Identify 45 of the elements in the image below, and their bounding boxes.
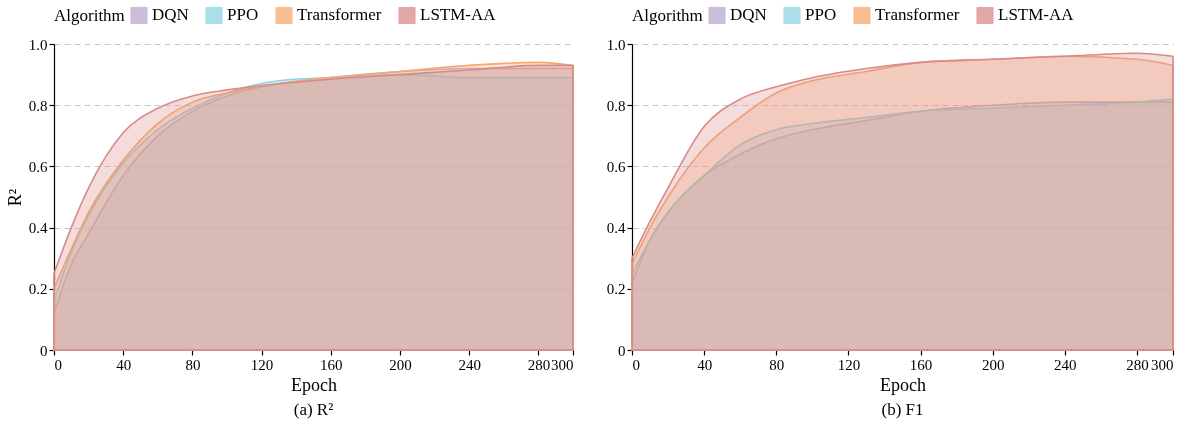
- x-tick-label: 160: [320, 356, 343, 373]
- y-tick-label: 0.8: [606, 97, 626, 114]
- x-tick-label: 0: [54, 356, 62, 373]
- y-tick-label: 0.2: [28, 281, 48, 298]
- y-tick-label: 0.2: [606, 281, 626, 298]
- legend-label: Transformer: [297, 5, 382, 25]
- y-tick-label: 0.4: [606, 220, 626, 237]
- x-tick-label: 200: [981, 356, 1005, 373]
- y-tick-label: 0.8: [28, 97, 48, 114]
- x-tick-label: 300: [1151, 356, 1174, 373]
- legend-label: PPO: [227, 5, 259, 25]
- y-tick-label: 1.0: [606, 36, 626, 53]
- y-tick-label: 0: [40, 342, 48, 359]
- legend-label: LSTM-AA: [998, 5, 1075, 25]
- x-axis-title: Epoch: [291, 374, 337, 395]
- y-tick-label: 0.6: [28, 158, 48, 175]
- text: (a) R²: [293, 400, 334, 419]
- x-tick-label: 160: [909, 356, 933, 373]
- x-tick-label: 120: [837, 356, 861, 373]
- x-tick-label: 200: [389, 356, 412, 373]
- x-axis-title: Epoch: [880, 374, 926, 395]
- legend-label: PPO: [805, 5, 837, 25]
- legend-label: DQN: [730, 5, 767, 25]
- x-tick-label: 0: [632, 356, 640, 373]
- y-tick-label: 0.6: [606, 158, 626, 175]
- legend-label: DQN: [152, 5, 189, 25]
- legend-label: Transformer: [875, 5, 960, 25]
- x-tick-label: 240: [1054, 356, 1077, 373]
- x-tick-label: 280: [1126, 356, 1149, 373]
- x-tick-label: 80: [769, 356, 785, 373]
- legend-title: Algorithm: [632, 6, 703, 25]
- x-tick-label: 300: [551, 356, 574, 373]
- text: (b) F1: [881, 400, 924, 419]
- y-axis-title: R²: [4, 188, 25, 207]
- x-tick-label: 80: [185, 356, 201, 373]
- x-tick-label: 40: [697, 356, 713, 373]
- y-tick-label: 0: [618, 342, 626, 359]
- legend-title: Algorithm: [54, 6, 125, 25]
- x-tick-label: 120: [250, 356, 274, 373]
- x-tick-label: 40: [116, 356, 132, 373]
- y-tick-label: 1.0: [28, 36, 48, 53]
- y-tick-label: 0.4: [28, 220, 48, 237]
- legend-label: LSTM-AA: [420, 5, 497, 25]
- x-tick-label: 280: [527, 356, 551, 373]
- x-tick-label: 240: [458, 356, 481, 373]
